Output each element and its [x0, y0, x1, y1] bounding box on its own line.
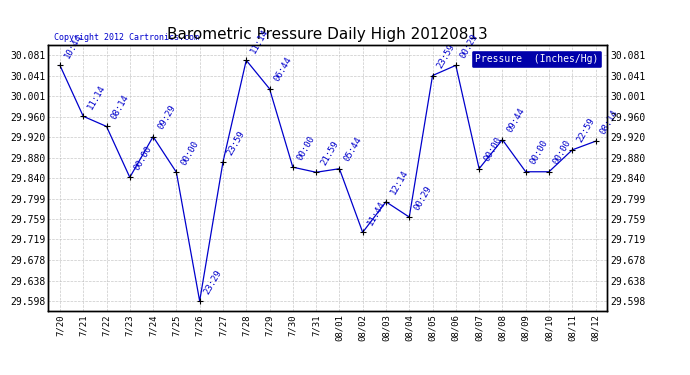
Text: 00:00: 00:00 — [529, 138, 550, 166]
Text: 21:59: 21:59 — [319, 139, 340, 167]
Text: 05:44: 05:44 — [342, 135, 364, 163]
Text: 11:44: 11:44 — [366, 199, 386, 227]
Text: 00:00: 00:00 — [482, 135, 503, 163]
Text: Copyright 2012 Cartronics.com: Copyright 2012 Cartronics.com — [54, 33, 199, 42]
Text: 12:14: 12:14 — [388, 168, 410, 196]
Title: Barometric Pressure Daily High 20120813: Barometric Pressure Daily High 20120813 — [168, 27, 488, 42]
Text: 06:44: 06:44 — [273, 56, 293, 83]
Text: 23:59: 23:59 — [435, 42, 457, 70]
Text: 22:59: 22:59 — [575, 117, 596, 144]
Text: 00:29: 00:29 — [412, 184, 433, 211]
Text: 11:14: 11:14 — [86, 83, 107, 111]
Text: 08:14: 08:14 — [109, 93, 130, 121]
Text: 11:14: 11:14 — [249, 27, 270, 55]
Text: 00:00: 00:00 — [552, 138, 573, 166]
Text: 10:44: 10:44 — [63, 32, 84, 60]
Text: 23:29: 23:29 — [202, 268, 224, 296]
Legend: Pressure  (Inches/Hg): Pressure (Inches/Hg) — [471, 50, 602, 68]
Text: 00:00: 00:00 — [295, 134, 317, 162]
Text: 23:59: 23:59 — [226, 129, 247, 156]
Text: 08:14: 08:14 — [598, 108, 620, 136]
Text: 09:44: 09:44 — [505, 106, 526, 134]
Text: 00:29: 00:29 — [459, 32, 480, 60]
Text: 00:00: 00:00 — [132, 144, 154, 172]
Text: 09:29: 09:29 — [156, 103, 177, 131]
Text: 00:00: 00:00 — [179, 139, 200, 167]
